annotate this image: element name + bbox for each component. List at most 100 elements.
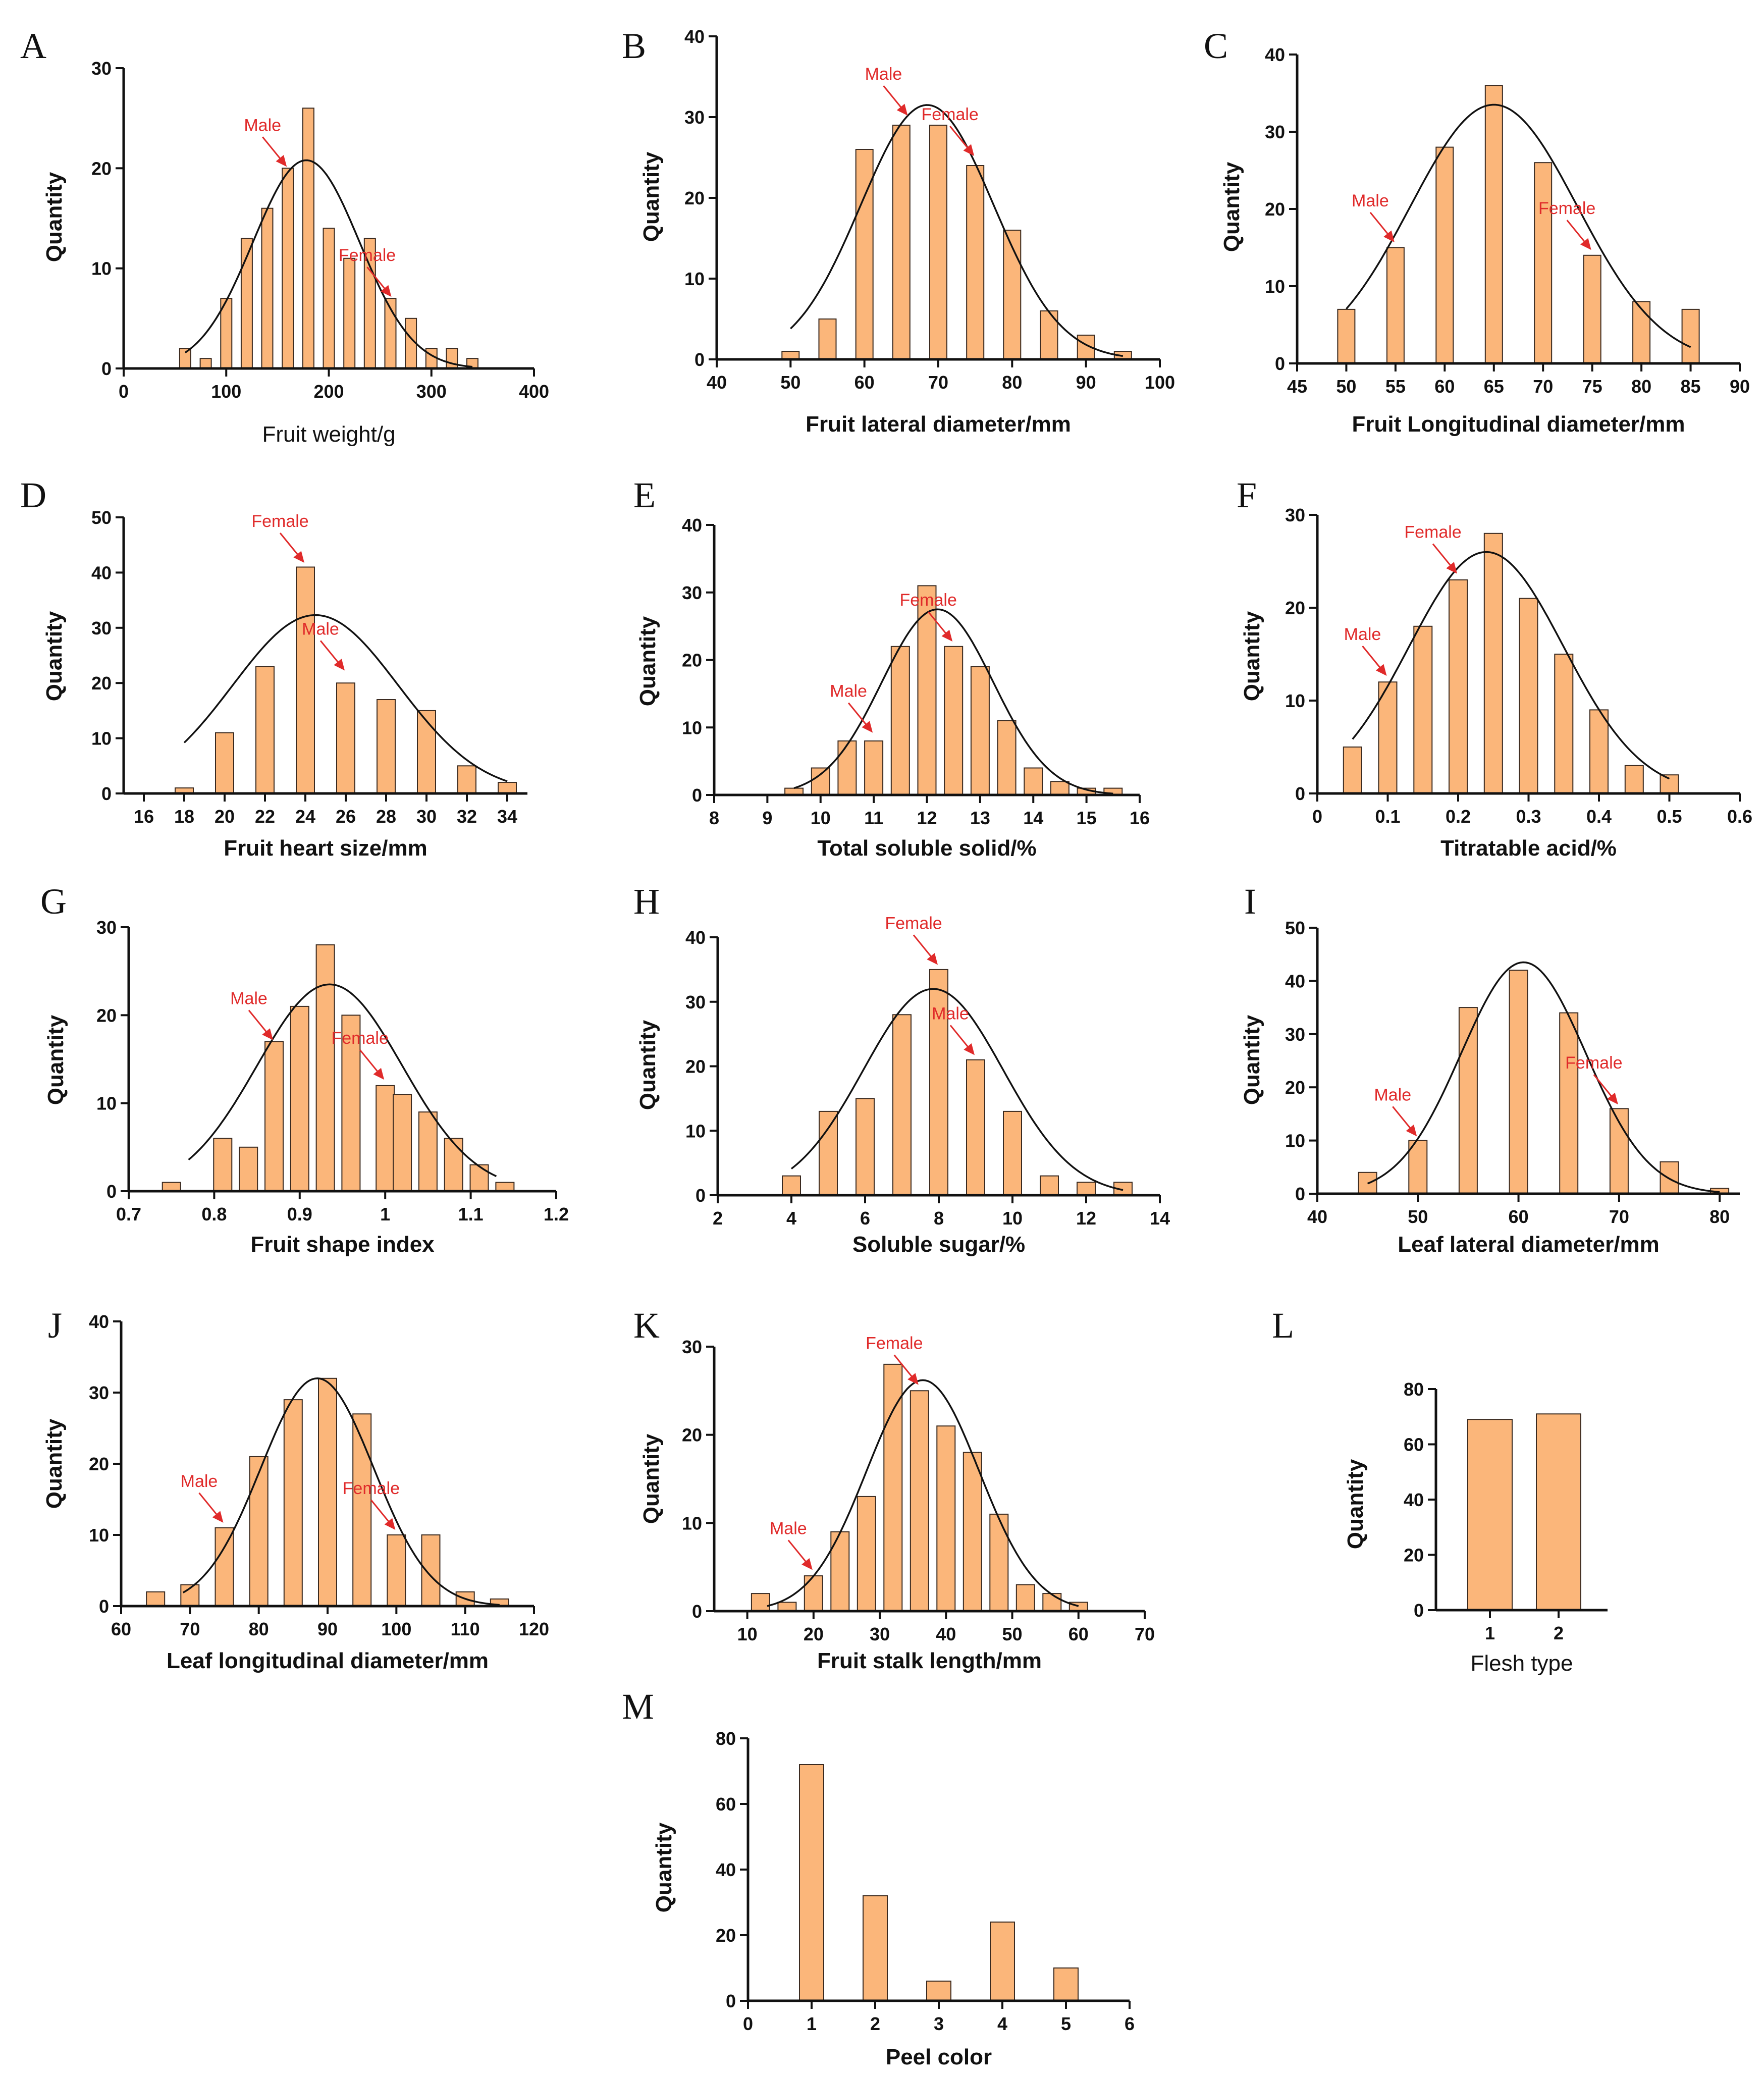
bar bbox=[863, 1895, 888, 2001]
arrow-head-icon bbox=[380, 285, 392, 297]
y-axis-title: Quantity bbox=[42, 172, 67, 262]
bar bbox=[966, 165, 985, 360]
normal-fit-curve bbox=[188, 983, 497, 1178]
bar bbox=[1050, 781, 1070, 796]
bar bbox=[966, 1059, 985, 1196]
bar bbox=[393, 1094, 412, 1192]
bar bbox=[377, 699, 396, 794]
bar bbox=[1458, 1007, 1478, 1194]
chart-panel-i: I 0 10 20 30 40 50 40 50 60 70 80 Leaf lateral diame… bbox=[1240, 881, 1740, 1257]
bar bbox=[1053, 1967, 1079, 2001]
x-tick-label: 6 bbox=[1125, 2013, 1135, 2034]
x-tick-label: 0.5 bbox=[1656, 806, 1682, 827]
arrow-head-icon bbox=[1375, 664, 1387, 676]
x-tick-label: 20 bbox=[804, 1624, 824, 1644]
arrow-head-icon bbox=[907, 1373, 919, 1385]
panel-label: F bbox=[1237, 475, 1257, 515]
x-tick-label: 70 bbox=[180, 1619, 200, 1639]
chart-panel-d: D 0 10 20 30 40 50 16 18 20 22 24 26 28 30 32 34 Fruit he… bbox=[20, 475, 527, 861]
annotation-label: Female bbox=[1565, 1053, 1622, 1073]
y-axis-title: Quantity bbox=[639, 151, 664, 242]
y-tick-label: 10 bbox=[1285, 690, 1305, 711]
x-axis-title: Titratable acid/% bbox=[1440, 836, 1617, 861]
annotation-label: Female bbox=[1404, 523, 1461, 542]
chart-panel-b: B 0 10 20 30 40 40 50 60 70 80 90 100 Fruit lateral d… bbox=[622, 26, 1175, 437]
bar bbox=[352, 1413, 372, 1607]
x-tick-label: 32 bbox=[457, 806, 477, 827]
x-tick-label: 16 bbox=[134, 806, 154, 827]
x-tick-label: 40 bbox=[936, 1624, 956, 1644]
normal-fit-curve bbox=[1352, 551, 1670, 780]
normal-fit-curve bbox=[183, 614, 508, 782]
x-tick-label: 0.4 bbox=[1586, 806, 1612, 827]
bar bbox=[811, 767, 830, 795]
annotation-label: Male bbox=[181, 1472, 218, 1491]
x-tick-label: 90 bbox=[1076, 372, 1096, 393]
x-tick-label: 13 bbox=[970, 808, 990, 828]
x-tick-label: 400 bbox=[519, 381, 549, 402]
y-tick-label: 30 bbox=[96, 917, 117, 938]
x-tick-label: 1 bbox=[1485, 1623, 1495, 1643]
y-tick-label: 0 bbox=[692, 785, 702, 806]
x-tick-label: 10 bbox=[1002, 1208, 1023, 1229]
x-tick-label: 80 bbox=[249, 1619, 269, 1639]
y-axis-title: Quantity bbox=[1240, 1015, 1264, 1105]
y-tick-label: 40 bbox=[684, 26, 705, 47]
y-tick-label: 50 bbox=[91, 507, 112, 528]
arrow-head-icon bbox=[276, 154, 287, 167]
arrow-head-icon bbox=[927, 953, 938, 965]
bar bbox=[495, 1182, 515, 1192]
x-tick-label: 0.6 bbox=[1727, 806, 1752, 827]
arrow-head-icon bbox=[384, 1518, 396, 1530]
bar bbox=[1681, 308, 1700, 364]
annotation-label: Male bbox=[865, 65, 902, 84]
bar bbox=[818, 318, 837, 360]
arrow-head-icon bbox=[964, 1043, 975, 1055]
bar bbox=[929, 969, 948, 1196]
x-tick-label: 9 bbox=[762, 808, 772, 828]
x-tick-label: 50 bbox=[1408, 1206, 1428, 1227]
arrow-head-icon bbox=[1607, 1092, 1618, 1105]
y-tick-label: 30 bbox=[684, 107, 705, 128]
bar bbox=[1024, 767, 1043, 795]
normal-fit-curve bbox=[793, 608, 1113, 795]
bar bbox=[249, 1456, 269, 1607]
bar bbox=[892, 1014, 912, 1196]
bar bbox=[498, 782, 517, 794]
bar bbox=[1358, 1172, 1377, 1195]
y-tick-label: 40 bbox=[89, 1311, 109, 1332]
x-tick-label: 3 bbox=[934, 2013, 944, 2034]
y-tick-label: 40 bbox=[716, 1859, 736, 1880]
x-tick-label: 70 bbox=[1135, 1624, 1155, 1644]
bar bbox=[926, 1981, 951, 2001]
x-tick-label: 100 bbox=[211, 381, 241, 402]
annotation-label: Male bbox=[1344, 625, 1381, 644]
x-axis-title: Fruit shape index bbox=[250, 1232, 435, 1257]
y-tick-label: 50 bbox=[1285, 918, 1305, 938]
y-tick-label: 10 bbox=[91, 258, 112, 279]
bar bbox=[1536, 1413, 1581, 1611]
x-tick-label: 100 bbox=[1145, 372, 1175, 393]
annotation-label: Female bbox=[339, 246, 396, 265]
y-tick-label: 20 bbox=[1404, 1545, 1424, 1566]
x-tick-label: 50 bbox=[780, 372, 800, 393]
x-axis-title: Total soluble solid/% bbox=[817, 836, 1036, 861]
annotation-label: Male bbox=[932, 1004, 969, 1023]
x-tick-label: 20 bbox=[215, 806, 235, 827]
y-axis-title: Quantity bbox=[43, 1015, 68, 1105]
annotation-label: Male bbox=[830, 682, 867, 701]
y-axis-title: Quantity bbox=[42, 1418, 67, 1509]
x-tick-label: 40 bbox=[1307, 1206, 1327, 1227]
x-tick-label: 8 bbox=[934, 1208, 944, 1229]
bar bbox=[970, 666, 990, 796]
bar bbox=[296, 566, 315, 794]
bar bbox=[1435, 146, 1454, 364]
annotation-label: Female bbox=[900, 591, 957, 610]
y-tick-label: 40 bbox=[685, 927, 706, 948]
y-tick-label: 20 bbox=[1265, 199, 1285, 220]
x-tick-label: 0.3 bbox=[1516, 806, 1541, 827]
normal-fit-curve bbox=[790, 988, 1124, 1191]
y-tick-label: 30 bbox=[682, 1337, 702, 1357]
x-tick-label: 0.7 bbox=[116, 1204, 141, 1225]
bar bbox=[1077, 1182, 1096, 1196]
